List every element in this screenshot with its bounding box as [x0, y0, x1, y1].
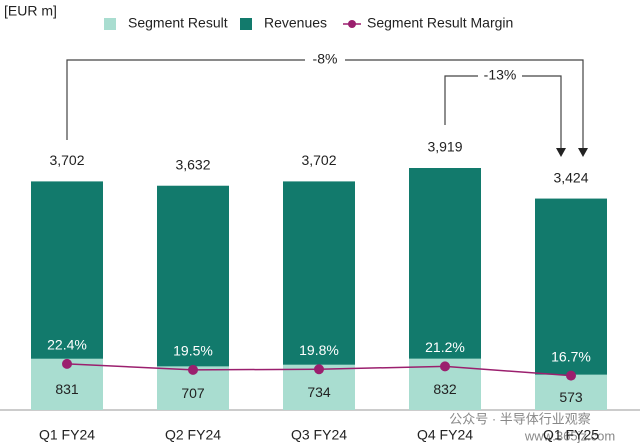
margin-label: 21.2%	[425, 339, 465, 355]
margin-dot	[62, 358, 72, 369]
margin-dot	[314, 364, 324, 375]
revenue-label: 3,702	[49, 152, 84, 168]
legend-label: Segment Result Margin	[367, 15, 513, 31]
label-bg	[305, 50, 345, 70]
revenue-label: 3,424	[553, 169, 588, 185]
segment-label: 832	[433, 381, 457, 397]
arrow-head	[556, 148, 566, 157]
revenue-label: 3,919	[427, 139, 462, 155]
x-tick-label: Q1 FY24	[39, 427, 95, 443]
segment-label: 831	[55, 381, 79, 397]
x-tick-label: Q1 FY25	[543, 427, 599, 443]
watermark: 公众号 · 半导体行业观察	[449, 411, 591, 426]
annotation: -13%	[484, 67, 517, 83]
margin-label: 19.8%	[299, 342, 339, 358]
margin-dot	[188, 364, 198, 375]
unit-label: [EUR m]	[4, 3, 57, 19]
margin-label: 16.7%	[551, 348, 591, 364]
margin-label: 22.4%	[47, 337, 87, 353]
legend-swatch	[240, 18, 252, 30]
margin-dot	[440, 361, 450, 372]
arrow-head	[578, 148, 588, 157]
legend-label: Segment Result	[128, 15, 228, 31]
margin-dot	[566, 370, 576, 381]
x-tick-label: Q4 FY24	[417, 427, 473, 443]
x-tick-label: Q2 FY24	[165, 427, 221, 443]
margin-label: 19.5%	[173, 343, 213, 359]
legend-label: Revenues	[264, 15, 327, 31]
label-bg	[478, 66, 522, 86]
legend-dot	[348, 20, 356, 28]
revenue-label: 3,632	[175, 156, 210, 172]
annotation: -8%	[313, 51, 338, 67]
segment-label: 573	[559, 389, 583, 405]
watermark: www.365jz.com	[524, 428, 615, 443]
segment-label: 707	[181, 385, 205, 401]
segment-label: 734	[307, 384, 331, 400]
x-tick-label: Q3 FY24	[291, 427, 347, 443]
revenue-label: 3,702	[301, 152, 336, 168]
legend-swatch	[104, 18, 116, 30]
